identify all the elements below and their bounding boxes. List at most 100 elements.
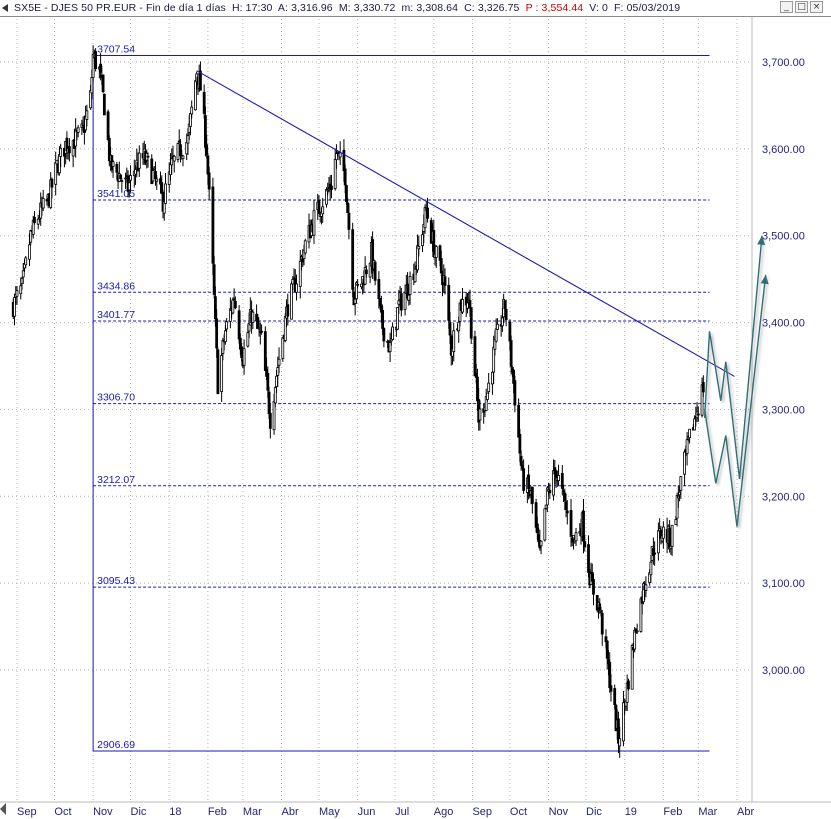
- candle-body: [33, 216, 36, 224]
- candle-body: [351, 229, 355, 290]
- candle-body: [565, 510, 569, 514]
- quote-summary: SX5E - DJES 50 PR.EUR - Fin de día 1 día…: [14, 2, 681, 14]
- candle-body: [124, 177, 127, 180]
- candle-body: [214, 296, 217, 320]
- period: Fin de día 1 días: [145, 2, 226, 14]
- level-label: 3212.07: [97, 474, 135, 486]
- candle-body: [678, 491, 681, 496]
- candle-body: [371, 239, 375, 271]
- candle-body: [90, 77, 94, 94]
- candle-body: [381, 309, 385, 329]
- candle-body: [423, 207, 427, 229]
- candle-body: [275, 375, 278, 387]
- level-label: 3434.86: [97, 280, 135, 292]
- x-tick-label: Feb: [663, 806, 682, 818]
- min-label: m:: [401, 2, 414, 14]
- candle-body: [277, 358, 281, 366]
- candle-body: [190, 106, 194, 115]
- candle-body: [564, 501, 568, 511]
- candle-body: [177, 140, 181, 143]
- candle-body: [256, 317, 260, 329]
- candle-body: [413, 268, 417, 283]
- minimize-button[interactable]: _: [780, 1, 793, 13]
- candle-body: [281, 337, 285, 359]
- candle-body: [189, 113, 192, 127]
- candle-body: [186, 135, 190, 144]
- candle-body: [160, 182, 164, 194]
- x-tick-label: Sep: [17, 806, 37, 818]
- candle-body: [407, 294, 411, 301]
- candle-body: [134, 169, 137, 175]
- x-tick-label: Oct: [510, 806, 527, 818]
- candle-body: [360, 283, 363, 288]
- instrument-name: DJES 50 PR.EUR: [50, 2, 137, 14]
- candle-body: [295, 283, 298, 293]
- candle-body: [613, 688, 617, 706]
- candle-body: [563, 492, 567, 501]
- candle-body: [674, 519, 678, 525]
- candle-body: [102, 94, 106, 116]
- candle-body: [115, 163, 119, 173]
- candle-body: [382, 327, 386, 342]
- candle-body: [326, 189, 330, 192]
- candle-body: [517, 404, 521, 438]
- maximize-button[interactable]: □: [795, 1, 808, 13]
- candle-body: [273, 387, 277, 404]
- candle-body: [554, 470, 558, 479]
- candle-body: [303, 240, 307, 254]
- candle-body: [649, 561, 653, 576]
- y-tick-label: 3,100.00: [762, 578, 805, 590]
- candle-body: [494, 328, 498, 342]
- candle-body: [146, 155, 150, 158]
- candle-body: [28, 244, 31, 260]
- candle-body: [416, 245, 419, 271]
- candle-body: [569, 510, 573, 537]
- candle-body: [199, 70, 202, 91]
- candle-body: [120, 180, 124, 182]
- candle-body: [321, 206, 325, 215]
- candle-body: [447, 284, 451, 321]
- x-tick-label: Oct: [54, 806, 71, 818]
- scroll-left-icon[interactable]: [0, 803, 6, 815]
- candle-body: [185, 141, 189, 155]
- candle-body: [36, 218, 40, 225]
- candle-body: [630, 645, 634, 690]
- candle-body: [356, 283, 360, 286]
- candle-body: [154, 171, 157, 179]
- candle-body: [170, 158, 174, 166]
- candle-body: [216, 349, 220, 395]
- candle-body: [353, 298, 357, 305]
- candle-body: [127, 182, 131, 191]
- candle-body: [582, 510, 585, 542]
- candle-body: [466, 302, 469, 309]
- close-button[interactable]: ×: [810, 1, 823, 13]
- x-tick-label: Feb: [208, 806, 227, 818]
- candle-body: [434, 246, 438, 258]
- y-tick-label: 3,700.00: [762, 57, 805, 69]
- candle-body: [290, 283, 293, 320]
- candle-body: [266, 372, 270, 391]
- candle-body: [257, 327, 261, 330]
- candle-body: [587, 544, 590, 573]
- candle-body: [635, 630, 639, 633]
- candle-body: [598, 603, 602, 611]
- volume-label: V:: [589, 2, 600, 14]
- candle-body: [535, 523, 539, 534]
- candle-body: [599, 610, 603, 613]
- candle-body: [24, 257, 28, 266]
- candle-body: [223, 330, 227, 343]
- price-chart[interactable]: Sep Oct Nov Dic 18 Feb Mar Abr May Jun Jul Ago Sep Oc…: [0, 17, 831, 819]
- candle-body: [562, 490, 565, 493]
- date-label: F:: [614, 2, 624, 14]
- candle-body: [260, 330, 263, 333]
- candle-body: [492, 346, 496, 373]
- candle-body: [478, 408, 482, 421]
- chevron-left-icon[interactable]: [2, 4, 8, 12]
- candle-body: [345, 185, 348, 202]
- x-tick-label: Sep: [472, 806, 492, 818]
- candle-body: [432, 230, 436, 258]
- open-value: 3,316.96: [291, 2, 333, 14]
- candle-body: [609, 685, 613, 692]
- candle-body: [325, 189, 328, 205]
- candle-body: [246, 332, 250, 347]
